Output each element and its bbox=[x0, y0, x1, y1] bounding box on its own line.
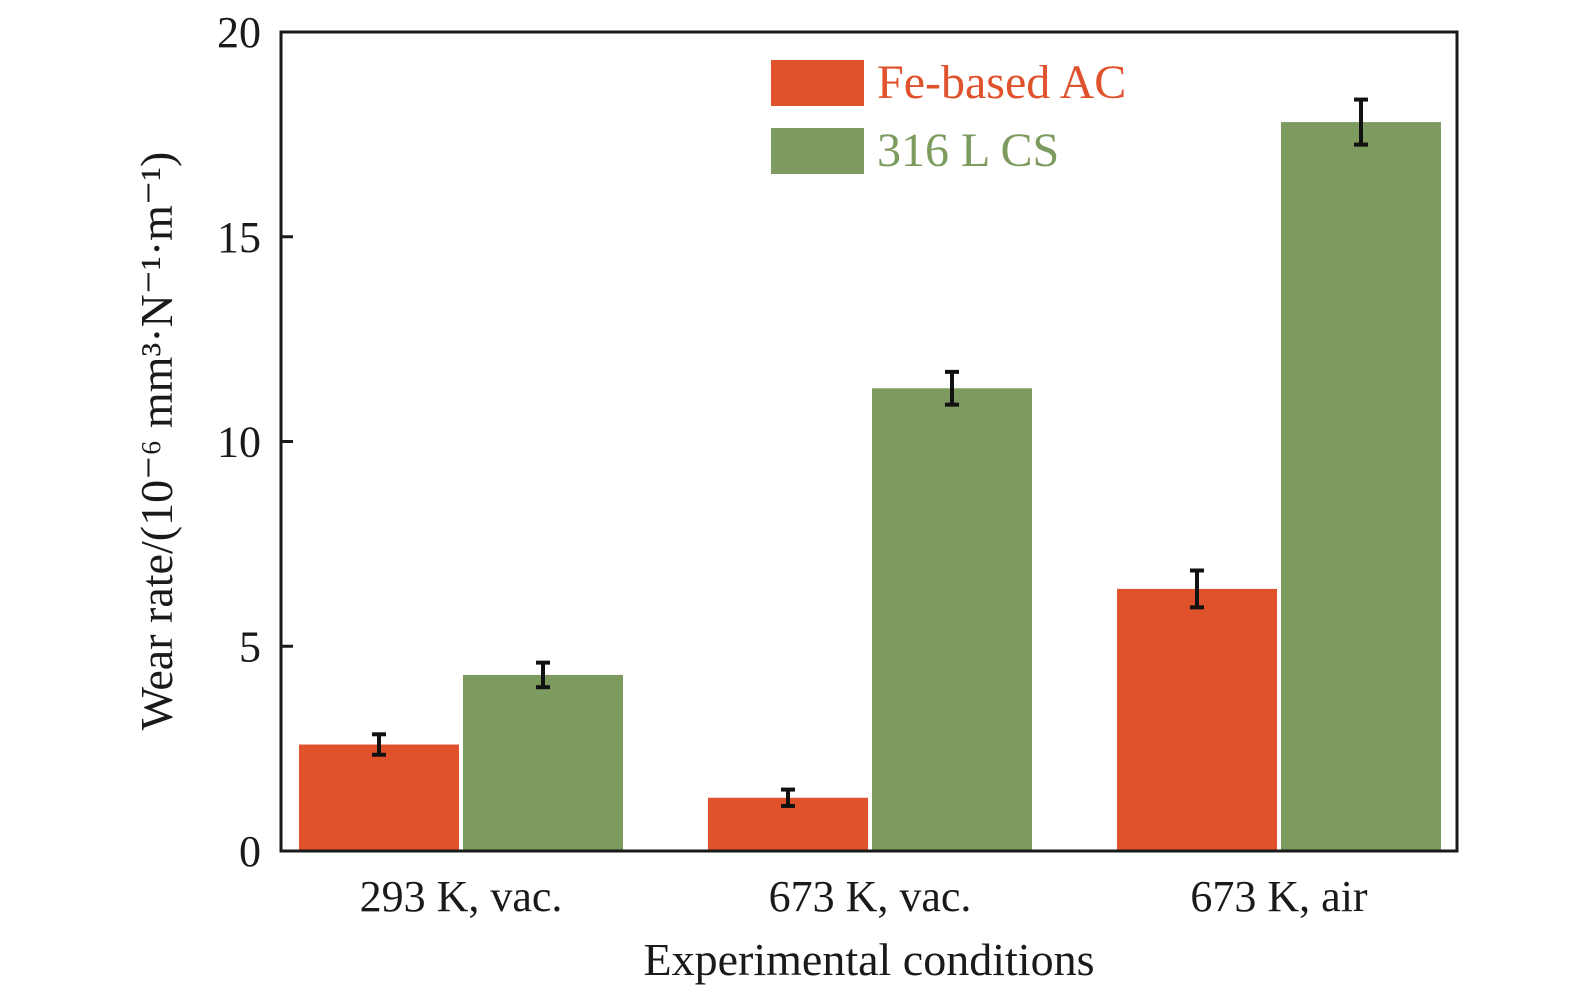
ticks-layer: 0 5 10 15 20 293 K, vac. 673 K, vac. 673 K, air bbox=[217, 8, 1368, 921]
y-tick-label-5: 5 bbox=[239, 622, 261, 671]
plot-frame bbox=[279, 30, 1459, 853]
x-axis-title: Experimental conditions bbox=[644, 934, 1095, 985]
bar-316-l-cs-673-k-air bbox=[1281, 122, 1441, 852]
error-bar-316-l-cs-673-k-air bbox=[1354, 97, 1368, 147]
legend-label-316l-cs: 316 L CS bbox=[877, 124, 1059, 177]
legend: Fe-based AC 316 L CS bbox=[771, 56, 1126, 177]
error-bar-316-l-cs-673-k-vac bbox=[945, 369, 959, 407]
bars-layer bbox=[299, 122, 1441, 852]
y-tick-label-15: 15 bbox=[217, 213, 261, 262]
x-tick-label-673-k-vac: 673 K, vac. bbox=[769, 872, 972, 921]
bar-fe-based-ac-293-k-vac bbox=[299, 744, 459, 851]
legend-swatch-fe-based-ac bbox=[771, 60, 864, 106]
x-tick-label-293-k-vac: 293 K, vac. bbox=[360, 872, 563, 921]
legend-swatch-316l-cs bbox=[771, 128, 864, 174]
bar-316-l-cs-293-k-vac bbox=[463, 674, 623, 851]
error-bar-fe-based-ac-673-k-air bbox=[1190, 568, 1204, 610]
error-bar-316-l-cs-293-k-vac bbox=[536, 660, 550, 690]
y-tick-label-10: 10 bbox=[217, 418, 261, 467]
error-bar-fe-based-ac-293-k-vac bbox=[372, 732, 386, 757]
y-tick-label-20: 20 bbox=[217, 8, 261, 57]
bar-316-l-cs-673-k-vac bbox=[872, 388, 1032, 851]
error-bars-layer bbox=[372, 97, 1368, 808]
y-tick-label-0: 0 bbox=[239, 827, 261, 876]
bar-fe-based-ac-673-k-air bbox=[1117, 588, 1277, 851]
legend-label-fe-based-ac: Fe-based AC bbox=[877, 56, 1126, 109]
error-bar-fe-based-ac-673-k-vac bbox=[781, 787, 795, 808]
y-axis-title: Wear rate/(10⁻⁶ mm³·N⁻¹·m⁻¹) bbox=[131, 152, 182, 731]
x-tick-label-673-k-air: 673 K, air bbox=[1190, 872, 1368, 921]
